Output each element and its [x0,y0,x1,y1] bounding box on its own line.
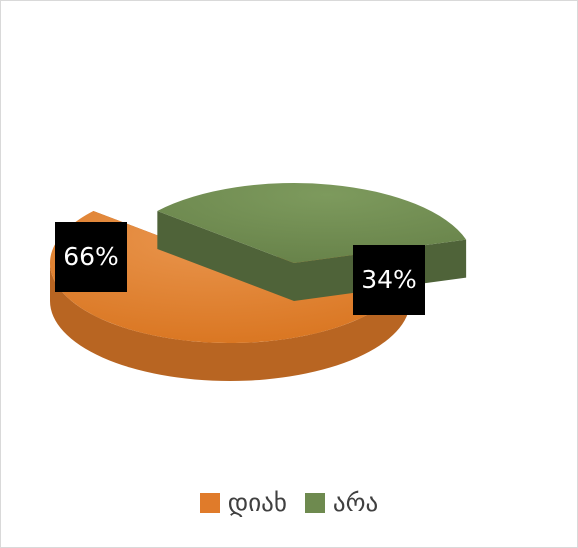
legend-entry-1: არა [304,483,379,523]
data-label-0: 66% [55,222,127,292]
pie-slice-0 [50,210,410,343]
legend: დიახ არა [0,483,578,523]
legend-label-0: დიახ [227,488,287,517]
legend-entry-0: დიახ [199,483,287,523]
legend-swatch-0 [199,493,220,513]
pie-slice-1 [157,183,467,263]
legend-label-1: არა [332,488,379,517]
legend-swatch-1 [304,493,325,513]
data-label-1: 34% [353,245,425,315]
